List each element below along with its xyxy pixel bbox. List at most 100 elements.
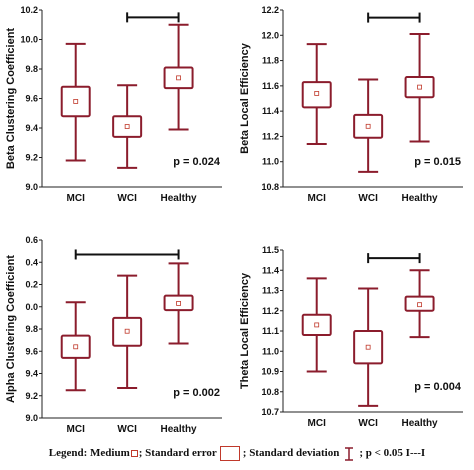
mean-marker [176, 75, 181, 81]
category-label: WCI [117, 193, 137, 204]
legend-prefix: Legend: Medium [48, 447, 130, 460]
y-tick-label: 10.8 [261, 387, 279, 397]
y-tick-label: 10.8 [261, 182, 279, 192]
mean-marker [176, 301, 181, 306]
box-mci [301, 277, 332, 373]
category-label: MCI [67, 193, 86, 204]
y-axis-label: Beta Local Efficiency [239, 42, 251, 154]
box-healthy [404, 269, 435, 339]
y-tick-label: 11.1 [262, 326, 279, 336]
y-tick-label: 11.4 [262, 106, 279, 116]
mean-marker [73, 344, 79, 350]
se-box [163, 294, 194, 312]
category-label: Healthy [161, 193, 198, 204]
legend-se-label: ; Standard error [138, 447, 217, 460]
mean-marker [73, 99, 79, 104]
y-tick-label: 11.6 [262, 81, 279, 91]
y-tick-label: 9.0 [25, 182, 38, 192]
y-tick-label: 11.2 [262, 131, 279, 141]
category-label: Healthy [161, 424, 198, 435]
y-tick-label: 0.6 [25, 235, 38, 245]
p-value: p = 0.004 [414, 381, 462, 393]
mean-marker [417, 84, 422, 90]
se-box [404, 76, 435, 99]
y-tick-label: 11.4 [262, 265, 279, 275]
y-tick-label: 9.4 [25, 123, 38, 133]
se-box [353, 113, 384, 139]
se-box [301, 81, 332, 109]
chart-panel-2: 10.8 11.0 11.2 11.4 11.6 11.8 12.0 12.2 Beta Loc… [239, 5, 463, 204]
category-label: MCI [308, 193, 327, 204]
mean-marker [124, 328, 130, 334]
significance-bracket [126, 12, 180, 23]
se-box [301, 313, 332, 337]
figure: 9.0 9.2 9.4 9.6 9.8 10.0 10.2 Beta Clustering C… [5, 5, 463, 435]
y-tick-label: 9.6 [25, 346, 38, 356]
y-tick-label: 11.0 [262, 346, 279, 356]
y-tick-label: 11.5 [262, 245, 279, 255]
significance-bracket [367, 253, 421, 264]
mean-marker [365, 123, 371, 129]
category-label: WCI [358, 418, 378, 429]
category-label: Healthy [402, 418, 439, 429]
significance-bracket [74, 249, 180, 260]
y-tick-label: 11.0 [262, 157, 279, 167]
y-tick-label: 10.7 [261, 407, 279, 417]
box-wci [112, 84, 143, 169]
category-label: MCI [308, 418, 327, 429]
y-axis-label: Beta Clustering Coefficient [5, 28, 17, 170]
significance-bracket [367, 12, 421, 23]
y-tick-label: 0.2 [25, 280, 38, 290]
se-box [404, 295, 435, 312]
y-tick-label: 10.0 [20, 35, 38, 45]
y-tick-label: 12.0 [261, 30, 279, 40]
category-label: Healthy [402, 193, 439, 204]
p-value: p = 0.015 [414, 156, 461, 168]
box-mci [60, 301, 91, 392]
box-mci [60, 42, 91, 162]
box-mci [301, 43, 332, 146]
chart-panel-3: 9.0 9.2 9.4 9.6 9.8 0.0 0.2 0.4 0.6 Alpha Cluster… [5, 235, 222, 435]
legend: Legend: Medium ; Standard error ; Standard… [0, 446, 474, 461]
y-tick-label: 10.2 [20, 5, 38, 15]
p-value: p = 0.002 [173, 387, 220, 399]
box-wci [112, 274, 143, 389]
chart-panel-1: 9.0 9.2 9.4 9.6 9.8 10.0 10.2 Beta Clustering C… [5, 5, 222, 204]
y-tick-label: 0.0 [25, 302, 38, 312]
y-tick-label: 9.8 [25, 64, 38, 74]
se-box [112, 115, 143, 138]
box-healthy [163, 23, 194, 131]
legend-sig-label: ; p < 0.05 I---I [359, 447, 426, 460]
legend-sd-label: ; Standard deviation [242, 447, 340, 460]
box-wci [353, 78, 384, 173]
mean-marker [365, 344, 371, 350]
y-tick-label: 10.9 [261, 367, 279, 377]
legend-whisker-icon [345, 446, 354, 461]
y-tick-label: 9.6 [25, 94, 38, 104]
se-box [60, 334, 91, 359]
y-tick-label: 11.8 [262, 56, 279, 66]
category-label: WCI [358, 193, 378, 204]
mean-marker [417, 302, 422, 308]
y-tick-label: 9.2 [25, 153, 38, 163]
p-value: p = 0.024 [173, 156, 221, 168]
box-healthy [163, 262, 194, 345]
se-box [112, 316, 143, 347]
mean-marker [124, 124, 130, 129]
category-label: MCI [67, 424, 86, 435]
y-tick-label: 9.4 [25, 369, 38, 379]
y-tick-label: 9.0 [25, 413, 38, 423]
se-box [60, 85, 91, 118]
box-wci [353, 287, 384, 407]
se-box [353, 330, 384, 365]
mean-marker [314, 91, 320, 96]
y-axis-label: Alpha Clustering Coefficient [5, 255, 17, 403]
y-tick-label: 11.3 [262, 286, 279, 296]
y-tick-label: 0.4 [25, 257, 38, 267]
y-tick-label: 11.2 [262, 306, 279, 316]
category-label: WCI [117, 424, 137, 435]
chart-panel-4: 10.7 10.8 10.9 11.0 11.1 11.2 11.3 11.4 11.5 Thet… [239, 245, 463, 429]
y-axis-label: Theta Local Efficiency [239, 272, 251, 389]
y-tick-label: 9.8 [25, 324, 38, 334]
y-tick-label: 12.2 [261, 5, 279, 15]
